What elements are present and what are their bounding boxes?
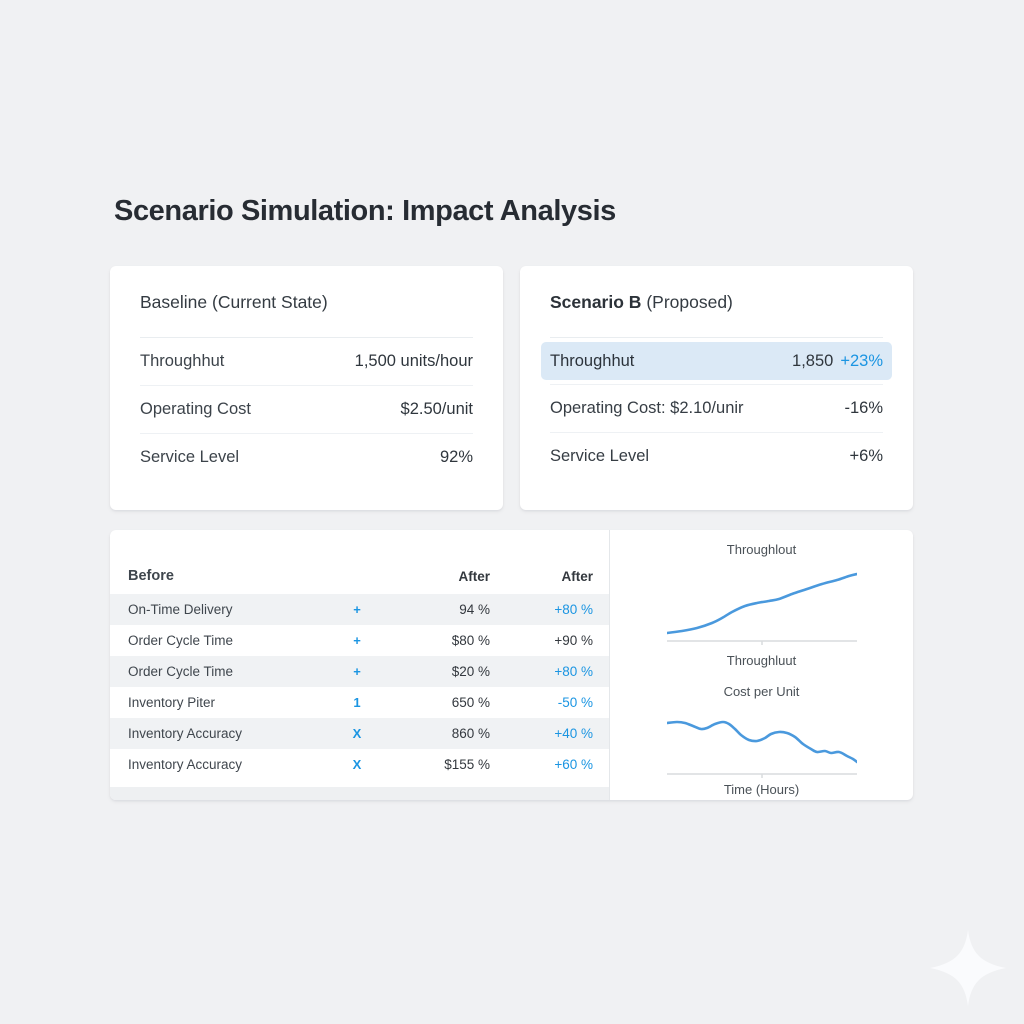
table-header-after-1: After	[458, 569, 490, 584]
row-delta: +80 %	[554, 602, 593, 617]
row-delta: +90 %	[554, 633, 593, 648]
charts-panel: Throughlout Throughluut Cost per Unit Ti…	[610, 530, 913, 800]
row-value: 650 %	[451, 695, 490, 710]
table-row: Inventory Accuracy X 860 % +40 %	[110, 718, 609, 749]
metric-values: 1,850 +23%	[792, 352, 883, 371]
row-value: 94 %	[459, 602, 490, 617]
metric-value: 1,850	[792, 351, 834, 370]
metric-label: Operating Cost: $2.10/unir	[550, 399, 744, 417]
scenario-card: Scenario B (Proposed) Throughhut 1,850 +2…	[520, 266, 913, 510]
scenario-card-title-normal: (Proposed)	[646, 292, 733, 312]
baseline-metric-row: Operating Cost $2.50/unit	[140, 386, 473, 434]
baseline-card-title: Baseline (Current State)	[140, 292, 473, 338]
scenario-rows: Throughhut 1,850 +23% Operating Cost: $2.…	[541, 342, 892, 480]
row-symbol: +	[353, 664, 361, 679]
table-row: On-Time Delivery + 94 % +80 %	[110, 594, 609, 625]
chart-throughput-title: Throughlout	[726, 542, 797, 557]
table-body: On-Time Delivery + 94 % +80 % Order Cycl…	[110, 594, 609, 780]
scenario-row-slot: Throughhut 1,850 +23%	[541, 342, 892, 385]
metric-values: -16%	[844, 399, 883, 418]
scenario-card-title: Scenario B (Proposed)	[550, 292, 883, 338]
row-label: Inventory Accuracy	[128, 757, 243, 772]
scenario-metric-row-selected[interactable]: Throughhut 1,850 +23%	[541, 342, 892, 380]
row-delta: +40 %	[554, 726, 593, 741]
metric-label: Operating Cost	[140, 400, 251, 418]
impact-panel: Before After After On-Time Delivery + 94…	[110, 530, 913, 800]
baseline-metric-row: Service Level 92%	[140, 434, 473, 481]
row-symbol: +	[353, 633, 361, 648]
table-row: Inventory Accuracy X $155 % +60 %	[110, 749, 609, 780]
cost-line-chart	[666, 720, 857, 778]
metric-label: Throughhut	[550, 351, 635, 370]
row-delta: -50 %	[557, 695, 593, 710]
baseline-metric-row: Throughhut 1,500 units/hour	[140, 338, 473, 386]
scenario-row-slot: Operating Cost: $2.10/unir -16%	[550, 385, 883, 433]
scenario-metric-row: Service Level +6%	[550, 433, 883, 480]
table-header-row: Before After After	[110, 530, 609, 594]
chart-cost-xlabel: Time (Hours)	[723, 782, 800, 797]
metric-value: 1,500 units/hour	[354, 352, 473, 370]
row-delta: +80 %	[554, 664, 593, 679]
scenario-metric-row: Operating Cost: $2.10/unir -16%	[550, 385, 883, 432]
chart-cost-title: Cost per Unit	[723, 684, 800, 699]
metric-value: $2.50/unit	[400, 400, 473, 418]
table-row: Order Cycle Time + $20 % +80 %	[110, 656, 609, 687]
metric-label: Service Level	[550, 447, 650, 465]
row-symbol: 1	[353, 695, 361, 710]
table-row: Inventory Piter 1 650 % -50 %	[110, 687, 609, 718]
scenario-row-slot: Service Level +6%	[550, 433, 883, 480]
throughput-line-chart	[666, 572, 857, 645]
row-value: $20 %	[451, 664, 490, 679]
metric-delta: +6%	[849, 447, 883, 465]
table-header-before: Before	[128, 568, 174, 584]
sparkle-icon	[930, 930, 1006, 1006]
row-value: $155 %	[444, 757, 490, 772]
row-label: Order Cycle Time	[128, 633, 234, 648]
baseline-card: Baseline (Current State) Throughhut 1,50…	[110, 266, 503, 510]
row-delta: +60 %	[554, 757, 593, 772]
metric-values: +6%	[850, 447, 883, 466]
baseline-rows: Throughhut 1,500 units/hour Operating Co…	[140, 338, 473, 481]
row-value: $80 %	[451, 633, 490, 648]
metric-delta: +23%	[840, 351, 883, 370]
row-label: On-Time Delivery	[128, 602, 233, 617]
chart-throughput-xlabel: Throughluut	[726, 653, 797, 668]
metric-value: 92%	[439, 448, 473, 466]
metric-label: Service Level	[140, 448, 240, 466]
metric-delta: -16%	[844, 399, 883, 417]
metrics-table: Before After After On-Time Delivery + 94…	[110, 530, 610, 800]
row-symbol: X	[352, 757, 362, 772]
page-title: Scenario Simulation: Impact Analysis	[114, 195, 616, 227]
table-header-after-2: After	[561, 569, 593, 584]
row-symbol: X	[352, 726, 362, 741]
table-footer-strip	[110, 787, 609, 800]
metric-label: Throughhut	[140, 352, 225, 370]
scenario-card-title-bold: Scenario B	[550, 292, 642, 312]
row-symbol: +	[353, 602, 361, 617]
row-label: Inventory Accuracy	[128, 726, 243, 741]
table-row: Order Cycle Time + $80 % +90 %	[110, 625, 609, 656]
row-label: Order Cycle Time	[128, 664, 234, 679]
row-label: Inventory Piter	[128, 695, 216, 710]
row-value: 860 %	[451, 726, 490, 741]
